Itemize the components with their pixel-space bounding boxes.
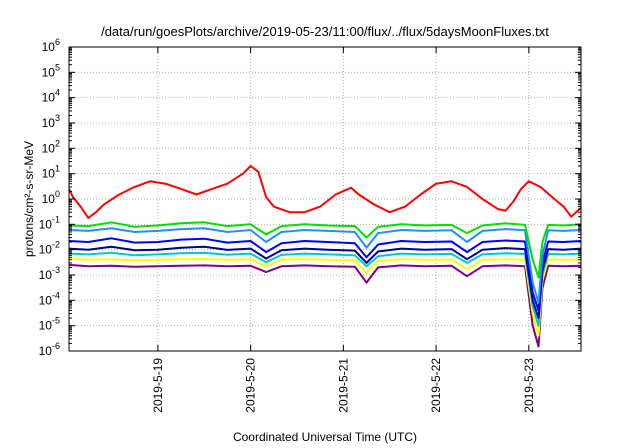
y-tick-label: 100 [42,189,60,206]
x-tick-label: 2019-5-21 [336,358,350,413]
series-line [68,227,582,304]
y-tick-label: 103 [42,113,60,130]
series-line [68,257,582,337]
y-tick-label: 101 [42,164,60,181]
series-line [68,221,582,279]
series-line [68,263,582,348]
y-axis-label: protons/cm²-s-sr-MeV [22,141,36,257]
y-tick-label: 104 [42,88,60,105]
x-axis-label: Coordinated Universal Time (UTC) [233,430,417,444]
series-line [68,237,582,312]
plot-frame [68,46,582,352]
y-tick-label: 10-6 [39,341,60,358]
x-tick-label: 2019-5-23 [522,358,536,413]
y-tick-label: 10-2 [39,240,60,257]
y-tick-label: 106 [42,37,60,54]
grid-lines [69,47,581,351]
y-axis: 10-6 10-5 10-4 10-3 10-2 10-1 100 101 102 103 104 1… [39,37,581,358]
series-lines [68,165,582,348]
series-line [68,251,582,327]
x-tick-label: 2019-5-19 [151,358,165,413]
y-tick-label: 10-3 [39,265,60,282]
y-tick-label: 10-4 [39,290,60,307]
y-tick-label: 102 [42,138,60,155]
x-axis: 2019-5-19 2019-5-20 2019-5-21 2019-5-22 2019… [151,47,536,413]
x-tick-label: 2019-5-22 [429,358,443,413]
y-tick-label: 10-1 [39,214,60,231]
series-line [68,165,582,219]
y-tick-label: 105 [42,62,60,79]
y-tick-label: 10-5 [39,316,60,333]
chart-title: /data/run/goesPlots/archive/2019-05-23/1… [101,24,549,39]
series-line [68,245,582,319]
x-tick-label: 2019-5-20 [244,358,258,413]
